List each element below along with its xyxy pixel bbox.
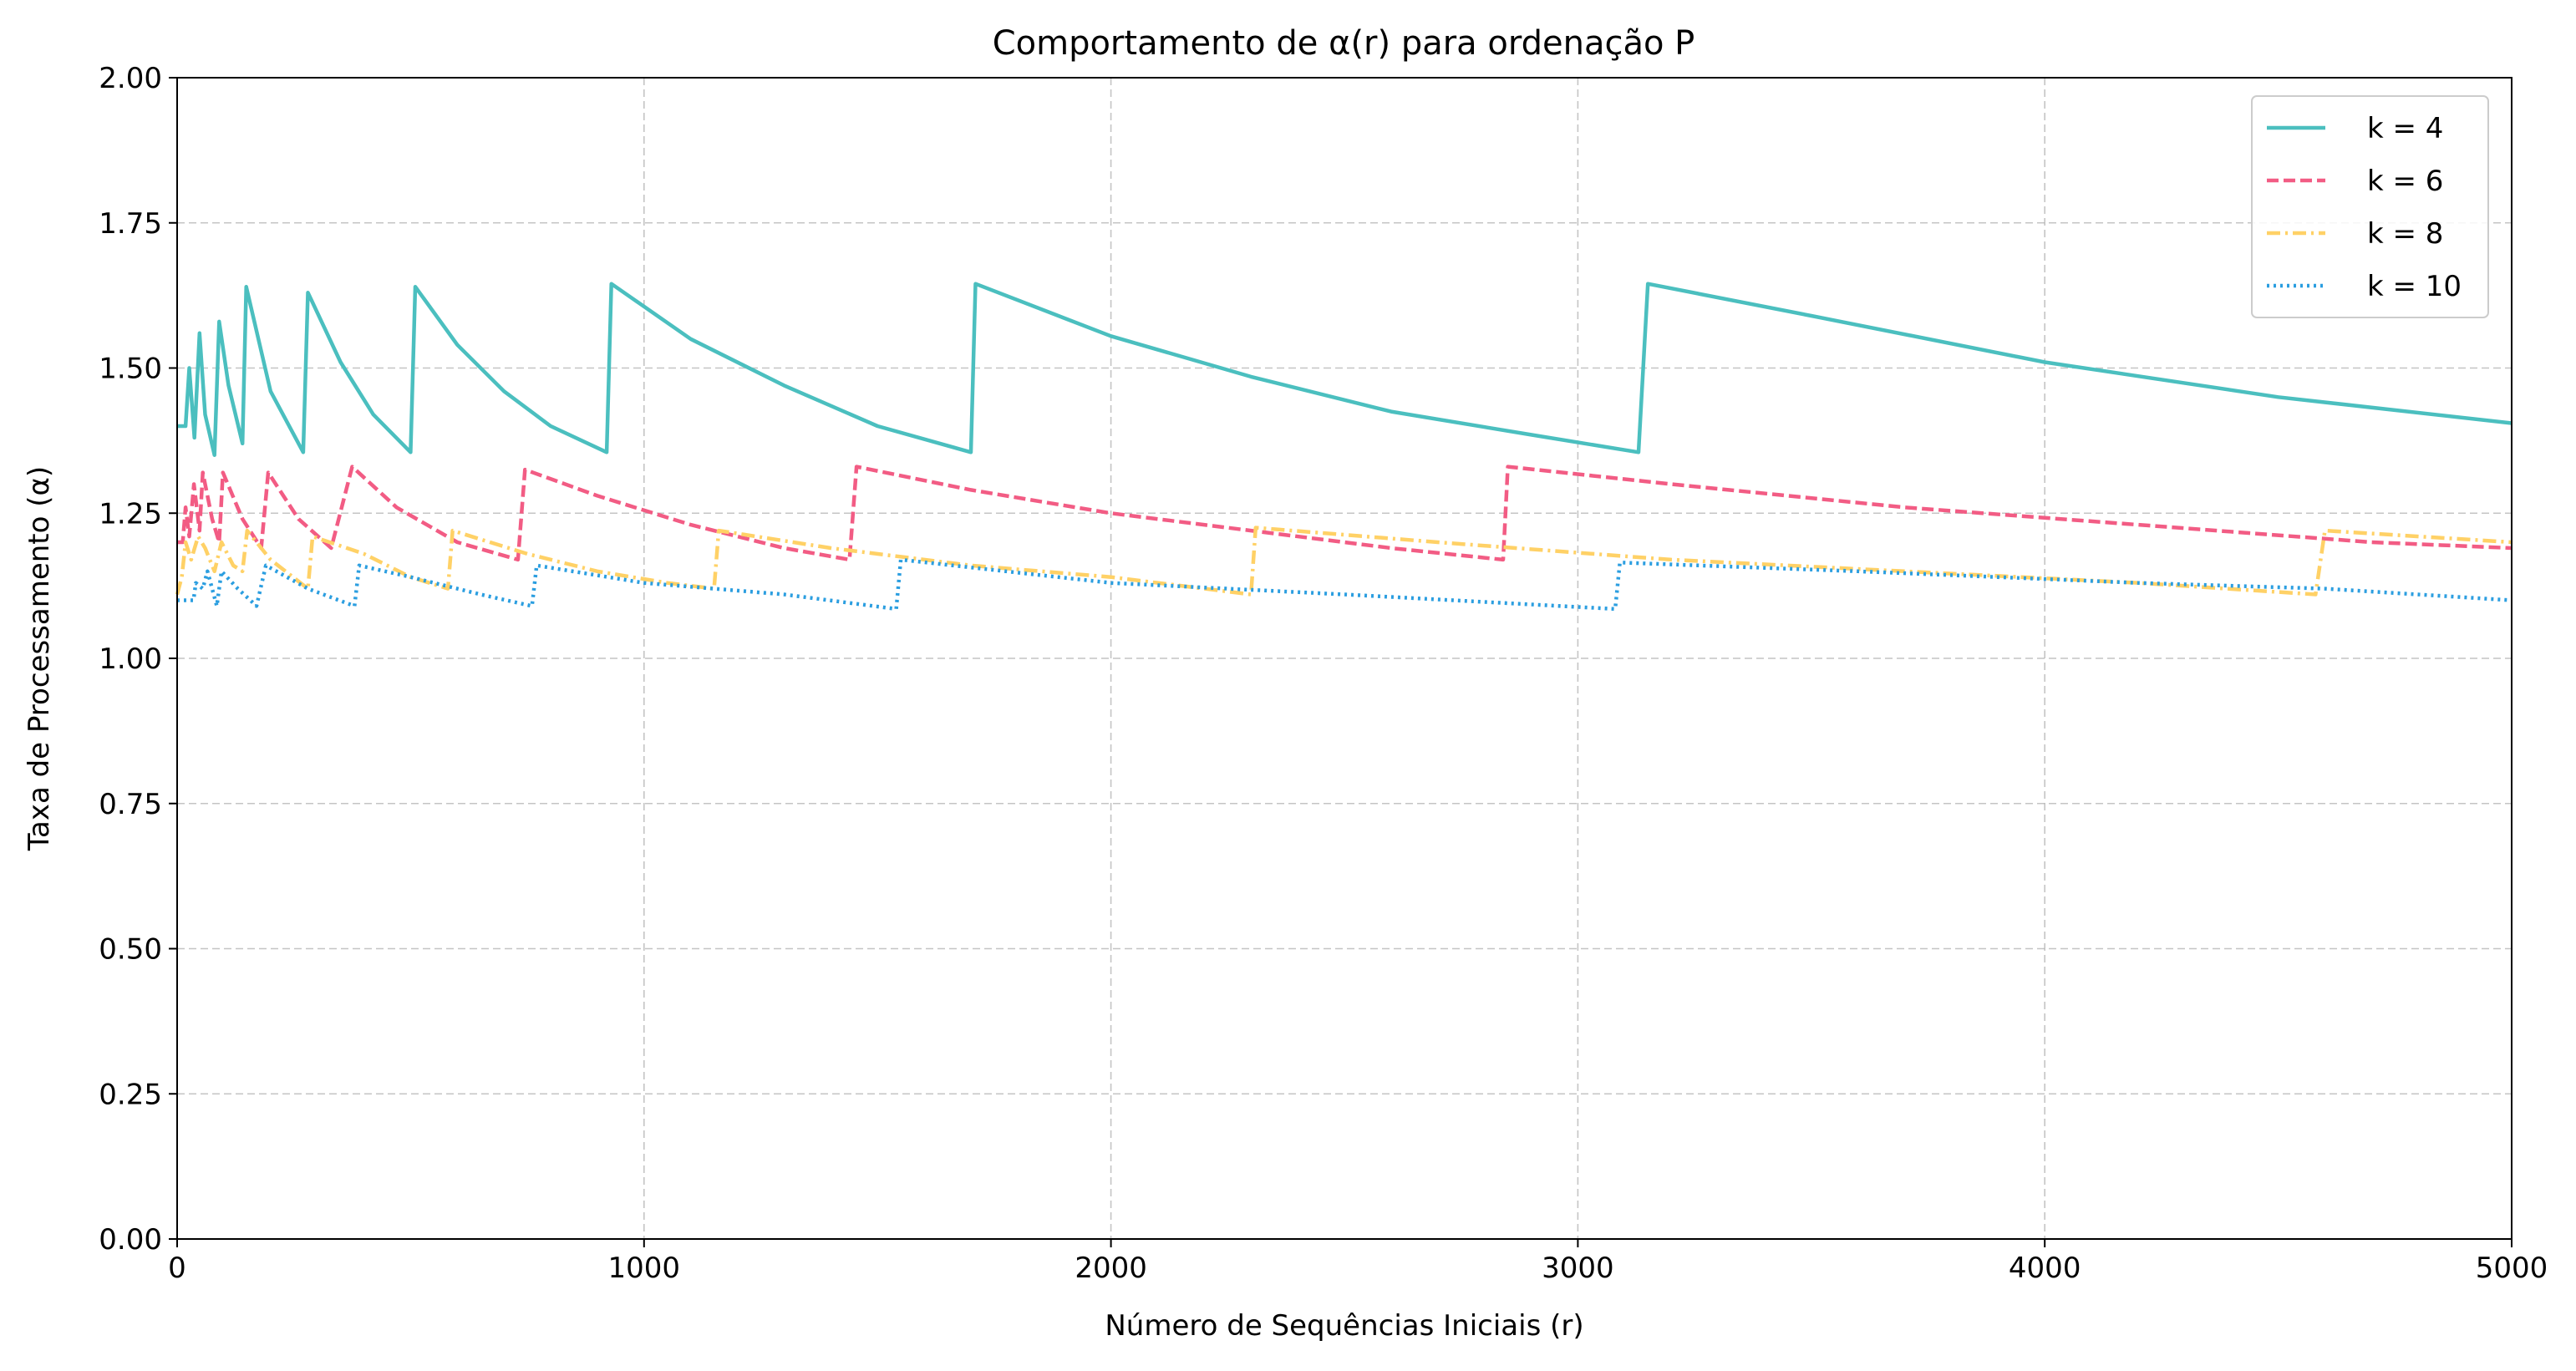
legend-box — [2251, 95, 2489, 318]
y-axis-label: Taxa de Processamento (α) — [23, 466, 56, 851]
x-axis-label: Número de Sequências Iniciais (r) — [1105, 1309, 1583, 1343]
x-tick-label: 3000 — [1542, 1252, 1614, 1285]
y-tick-label: 0.75 — [99, 788, 162, 821]
x-axis-ticks: 0 1000 2000 3000 4000 5000 — [168, 1239, 2548, 1285]
series-lines — [175, 282, 2512, 612]
y-tick-label: 1.00 — [99, 642, 162, 676]
legend-label: k = 10 — [2367, 270, 2462, 303]
y-tick-label: 1.50 — [99, 353, 162, 386]
legend: k = 4 k = 6 k = 8 k = 10 — [2251, 95, 2489, 318]
legend-label: k = 8 — [2367, 217, 2443, 251]
x-tick-label: 2000 — [1075, 1252, 1147, 1285]
y-tick-label: 1.25 — [99, 497, 162, 531]
legend-label: k = 6 — [2367, 165, 2443, 198]
x-tick-label: 0 — [168, 1252, 186, 1285]
y-tick-label: 2.00 — [99, 62, 162, 95]
y-axis-ticks: 0.00 0.25 0.50 0.75 1.00 1.25 1.50 1.75 2.00 — [99, 62, 177, 1257]
grid — [177, 78, 2512, 1239]
series-line-k6 — [177, 465, 2512, 562]
legend-label: k = 4 — [2367, 112, 2443, 145]
y-tick-label: 0.50 — [99, 933, 162, 967]
series-line-k4 — [177, 282, 2512, 457]
x-tick-label: 4000 — [2009, 1252, 2081, 1285]
series-line-k8 — [175, 526, 2512, 597]
y-tick-label: 0.00 — [99, 1223, 162, 1257]
x-tick-label: 5000 — [2476, 1252, 2548, 1285]
chart-title: Comportamento de α(r) para ordenação P — [993, 24, 1695, 63]
y-tick-label: 0.25 — [99, 1078, 162, 1111]
x-tick-label: 1000 — [608, 1252, 681, 1285]
y-tick-label: 1.75 — [99, 207, 162, 241]
